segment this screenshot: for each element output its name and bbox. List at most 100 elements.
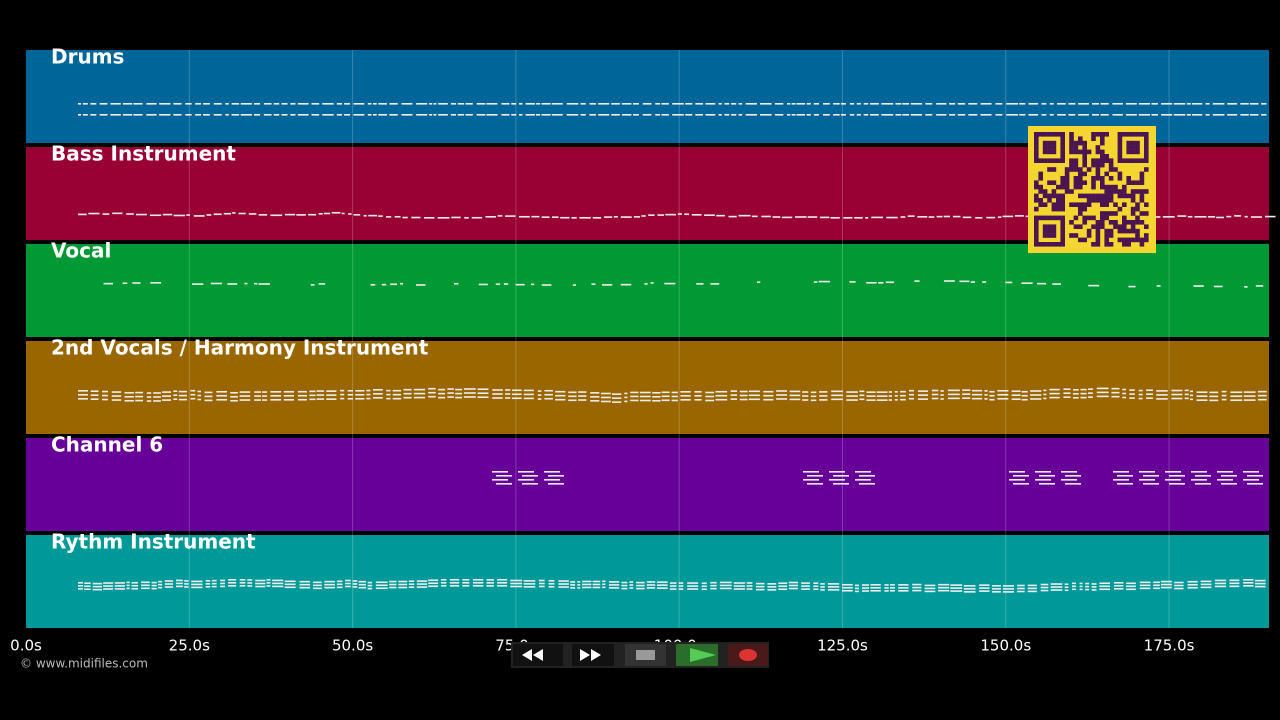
qr-module xyxy=(1064,189,1070,194)
note xyxy=(1091,103,1099,105)
qr-module xyxy=(1051,193,1057,199)
note xyxy=(572,284,576,286)
note xyxy=(1226,215,1232,218)
note xyxy=(568,395,577,398)
note xyxy=(1191,471,1207,473)
note xyxy=(141,581,150,584)
rewind-button[interactable] xyxy=(513,644,563,666)
note xyxy=(881,114,894,116)
note xyxy=(175,582,183,585)
note xyxy=(1221,398,1227,401)
play-button[interactable] xyxy=(676,644,718,666)
note xyxy=(551,103,563,105)
qr-module xyxy=(1130,189,1136,194)
note xyxy=(164,586,174,588)
note xyxy=(1050,589,1063,591)
note xyxy=(655,114,661,116)
note xyxy=(680,399,691,401)
note xyxy=(258,214,268,216)
qr-module xyxy=(1073,162,1079,168)
record-button[interactable] xyxy=(728,644,768,666)
qr-module xyxy=(1117,140,1123,146)
note xyxy=(1079,585,1083,588)
track-name: Channel 6 xyxy=(51,433,163,457)
qr-module xyxy=(1051,242,1057,247)
note xyxy=(1196,399,1208,401)
note xyxy=(386,389,391,392)
qr-module xyxy=(1060,215,1065,221)
note xyxy=(719,587,732,590)
qr-module xyxy=(1034,206,1039,212)
note xyxy=(718,114,722,116)
note xyxy=(92,588,102,591)
qr-module xyxy=(1034,237,1039,243)
note xyxy=(492,479,508,481)
note xyxy=(190,393,196,396)
note xyxy=(570,584,576,586)
note xyxy=(353,213,361,216)
note xyxy=(450,103,457,105)
qr-module xyxy=(1038,202,1043,207)
note xyxy=(931,397,939,400)
note xyxy=(230,399,238,402)
note xyxy=(541,103,551,105)
note xyxy=(102,213,110,215)
note xyxy=(611,114,620,116)
track-name: Bass Instrument xyxy=(51,142,236,166)
note xyxy=(131,587,138,590)
stop-button[interactable] xyxy=(625,644,666,666)
note xyxy=(386,216,392,218)
note xyxy=(1171,397,1183,400)
note xyxy=(571,217,577,219)
note xyxy=(577,587,581,589)
qr-module xyxy=(1108,211,1114,216)
forward-button[interactable] xyxy=(572,644,614,666)
note xyxy=(204,395,213,398)
note xyxy=(590,400,600,402)
note xyxy=(1096,391,1109,394)
note xyxy=(866,395,876,397)
note xyxy=(372,397,383,399)
note xyxy=(416,583,428,585)
note xyxy=(552,216,559,218)
note xyxy=(205,586,211,588)
qr-module xyxy=(1042,233,1048,238)
note xyxy=(831,394,843,397)
note xyxy=(738,103,743,105)
note xyxy=(1139,479,1155,481)
note xyxy=(111,399,122,401)
qr-module xyxy=(1051,180,1057,185)
qr-module xyxy=(1047,145,1052,150)
note xyxy=(995,114,1003,116)
note xyxy=(284,580,296,583)
note xyxy=(975,217,983,219)
qr-module xyxy=(1069,136,1074,141)
note xyxy=(90,394,99,396)
note xyxy=(162,391,172,393)
qr-module xyxy=(1060,180,1065,185)
qr-module xyxy=(1086,198,1092,203)
note xyxy=(630,395,639,398)
qr-module xyxy=(1095,237,1101,243)
note xyxy=(746,582,753,584)
note xyxy=(1013,475,1029,477)
note xyxy=(203,114,210,116)
note xyxy=(1064,589,1069,592)
note xyxy=(1030,390,1042,392)
note xyxy=(648,214,655,216)
note xyxy=(203,103,210,105)
note xyxy=(1162,216,1175,218)
qr-module xyxy=(1135,220,1140,225)
note xyxy=(428,579,439,582)
note xyxy=(1191,479,1207,481)
note xyxy=(810,399,817,402)
note xyxy=(621,581,628,584)
note xyxy=(254,395,261,397)
note xyxy=(358,583,366,586)
note xyxy=(621,584,628,587)
note xyxy=(908,393,914,396)
qr-module xyxy=(1091,136,1096,141)
note xyxy=(1255,285,1264,287)
note xyxy=(940,394,944,396)
